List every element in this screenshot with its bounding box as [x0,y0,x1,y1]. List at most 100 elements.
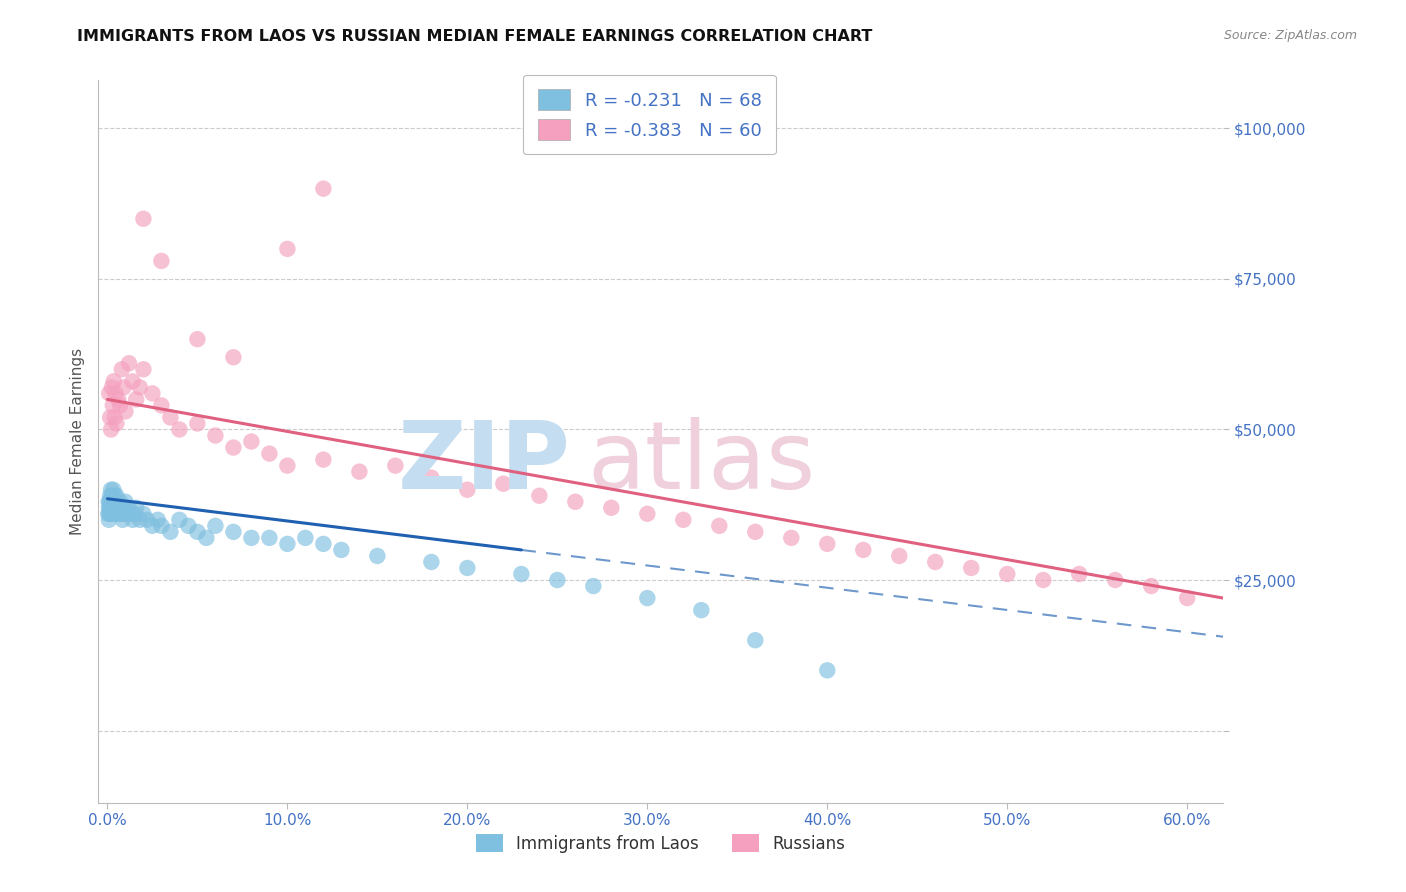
Point [104,386,127,401]
Point [204,518,226,533]
Point [815,664,838,678]
Point [1069,567,1091,582]
Point [98,507,121,521]
Point [105,489,128,503]
Point [107,500,129,515]
Point [420,470,443,484]
Point [107,392,129,407]
Point [150,253,173,268]
Point [121,513,143,527]
Point [101,398,124,412]
Point [136,513,159,527]
Point [125,392,148,407]
Point [294,531,316,545]
Point [98,500,121,515]
Point [110,500,132,515]
Point [529,489,551,503]
Point [995,567,1018,582]
Point [420,555,443,569]
Point [186,524,208,539]
Point [960,561,983,575]
Point [349,465,371,479]
Point [100,507,122,521]
Point [150,518,173,533]
Point [510,567,533,582]
Point [312,537,335,551]
Point [141,386,163,401]
Point [546,573,568,587]
Point [222,441,245,455]
Point [159,524,181,539]
Point [101,494,124,508]
Point [105,500,128,515]
Point [169,422,191,436]
Point [456,561,478,575]
Point [815,537,838,551]
Point [100,494,122,508]
Point [1175,591,1198,606]
Point [330,542,353,557]
Point [115,507,138,521]
Point [204,428,226,442]
Point [186,332,208,346]
Point [125,500,148,515]
Point [108,398,131,412]
Legend: Immigrants from Laos, Russians: Immigrants from Laos, Russians [470,828,852,860]
Point [100,483,122,497]
Point [103,500,125,515]
Point [222,524,245,539]
Point [121,374,143,388]
Point [103,494,125,508]
Point [780,531,803,545]
Point [1032,573,1054,587]
Point [97,494,120,508]
Point [141,518,163,533]
Point [105,494,128,508]
Point [97,507,120,521]
Point [709,518,731,533]
Point [186,417,208,431]
Point [128,380,150,394]
Point [101,489,124,503]
Point [108,494,131,508]
Point [384,458,406,473]
Point [582,579,605,593]
Point [104,494,127,508]
Point [146,513,169,527]
Point [111,362,134,376]
Point [114,507,136,521]
Point [744,633,766,648]
Point [889,549,911,563]
Point [259,531,281,545]
Point [1140,579,1163,593]
Point [128,513,150,527]
Point [104,507,127,521]
Point [100,422,122,436]
Point [195,531,218,545]
Point [124,507,146,521]
Point [101,507,124,521]
Point [98,386,121,401]
Y-axis label: Median Female Earnings: Median Female Earnings [69,348,84,535]
Point [111,513,134,527]
Point [111,507,134,521]
Point [312,181,335,195]
Point [98,410,121,425]
Point [118,356,141,370]
Point [132,211,155,226]
Text: Source: ZipAtlas.com: Source: ZipAtlas.com [1223,29,1357,42]
Point [366,549,388,563]
Text: IMMIGRANTS FROM LAOS VS RUSSIAN MEDIAN FEMALE EARNINGS CORRELATION CHART: IMMIGRANTS FROM LAOS VS RUSSIAN MEDIAN F… [77,29,873,44]
Point [104,489,127,503]
Point [120,507,142,521]
Point [150,398,173,412]
Point [97,513,120,527]
Point [636,507,658,521]
Point [1104,573,1126,587]
Point [924,555,946,569]
Point [103,374,125,388]
Point [259,446,281,460]
Point [744,524,766,539]
Point [492,476,515,491]
Text: atlas: atlas [588,417,815,509]
